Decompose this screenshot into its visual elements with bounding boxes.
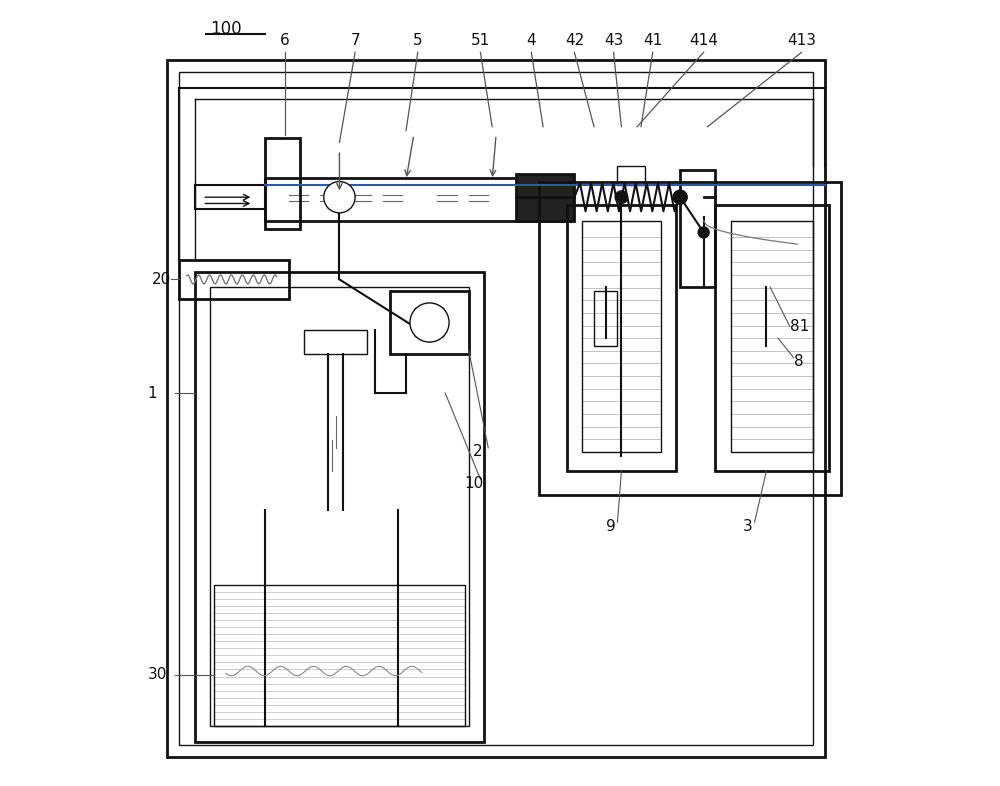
Bar (265, 138, 300, 229)
Bar (304, 330, 367, 354)
Text: 43: 43 (604, 33, 623, 48)
Text: 2: 2 (473, 444, 482, 459)
Bar (516, 174, 574, 221)
Bar (680, 170, 715, 287)
Circle shape (615, 191, 628, 204)
Text: 20: 20 (151, 272, 171, 287)
Circle shape (698, 227, 709, 238)
Text: 413: 413 (787, 33, 816, 48)
Text: 1: 1 (148, 385, 157, 401)
Bar (195, 185, 265, 209)
Text: 8: 8 (794, 354, 803, 369)
Text: 5: 5 (413, 33, 423, 48)
Text: 51: 51 (471, 33, 490, 48)
Bar (594, 291, 617, 346)
Bar (179, 72, 813, 745)
Bar (210, 287, 469, 725)
Bar (167, 61, 825, 757)
Bar (731, 221, 813, 452)
Bar (179, 260, 289, 299)
Text: 30: 30 (148, 667, 167, 682)
Bar (265, 178, 570, 221)
Text: 4: 4 (527, 33, 536, 48)
Text: 41: 41 (643, 33, 662, 48)
Text: 10: 10 (465, 476, 484, 490)
Text: 7: 7 (350, 33, 360, 48)
Text: 6: 6 (280, 33, 289, 48)
Circle shape (673, 190, 687, 204)
Bar (390, 291, 469, 354)
Text: 414: 414 (689, 33, 718, 48)
Bar (539, 182, 841, 495)
Text: 9: 9 (606, 519, 615, 534)
Circle shape (324, 182, 355, 213)
Bar (617, 166, 645, 185)
Circle shape (410, 303, 449, 342)
Bar (195, 272, 484, 741)
Text: 3: 3 (743, 519, 753, 534)
Text: 100: 100 (210, 20, 242, 38)
Bar (582, 221, 661, 452)
Text: 81: 81 (790, 319, 809, 334)
Text: 42: 42 (565, 33, 584, 48)
Bar (214, 585, 465, 725)
Bar (715, 205, 829, 472)
Bar (567, 205, 676, 472)
